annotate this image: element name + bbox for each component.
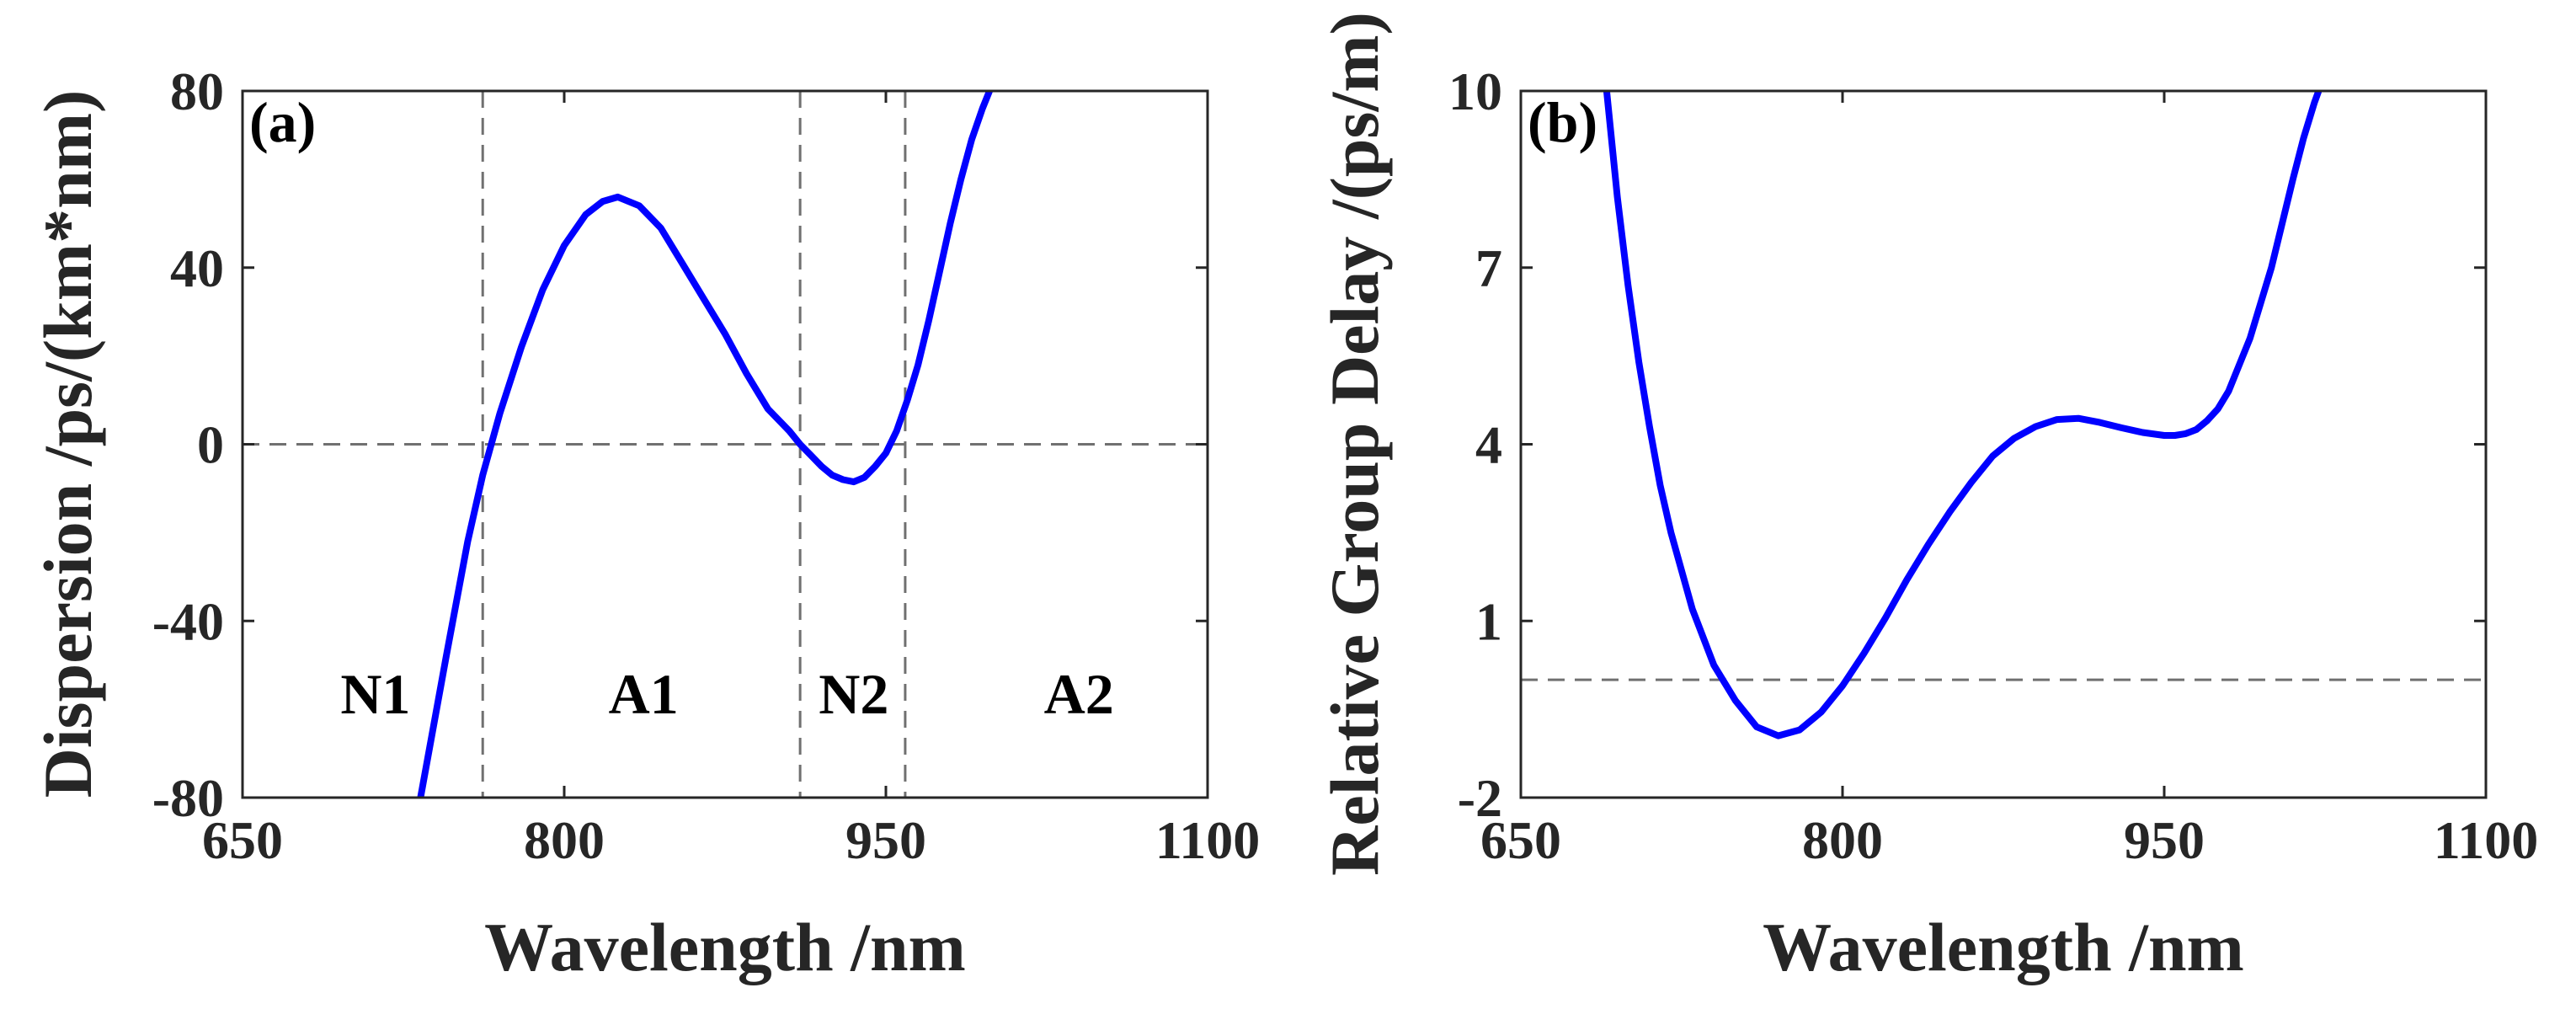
panel-b-tick-layer: 650 800 950 1100 -2 1 4 7 10	[1448, 61, 2538, 870]
panel-b-y-axis-label: Relative Group Delay /(ps/m)	[1316, 12, 1393, 876]
panel-a-data-layer	[243, 91, 1208, 798]
panel-b-series-line-0	[1603, 91, 2323, 739]
panel-a-y-axis-label: Dispersion /ps/(km*nm)	[29, 90, 106, 798]
panel-b-y-tick-label-10: 10	[1448, 61, 1502, 121]
panel-a-annotation-layer: N1 A1 N2 A2	[340, 662, 1113, 726]
panel-a-x-axis-label: Wavelength /nm	[484, 909, 966, 985]
panel-a-y-tick-label-80: 80	[170, 61, 224, 121]
panel-b-y-tick-label-1: 1	[1475, 591, 1502, 651]
panel-b-x-tick-label-650: 650	[1480, 810, 1561, 870]
panel-a-region-label-a2: A2	[1044, 662, 1114, 726]
panel-a-x-tick-label-650: 650	[202, 810, 283, 870]
panel-a-region-label-n1: N1	[340, 662, 410, 726]
panel-a-x-tick-label-800: 800	[524, 810, 605, 870]
panel-a-x-tick-label-950: 950	[845, 810, 926, 870]
panel-a-x-tick-label-1100: 1100	[1155, 810, 1260, 870]
panel-b-y-tick-label-4: 4	[1475, 415, 1502, 475]
panel-b-x-axis-label: Wavelength /nm	[1763, 909, 2244, 985]
panel-a-y-tick-label-0: 0	[197, 415, 224, 475]
panel-b: 650 800 950 1100 -2 1 4 7 10 Wavelength /nm Rela…	[1316, 12, 2538, 985]
panel-a-series-line-0	[417, 91, 994, 798]
panel-a-y-tick-label--40: -40	[152, 591, 224, 651]
panel-b-y-tick-label-7: 7	[1475, 238, 1502, 298]
panel-b-y-tick-label--2: -2	[1458, 768, 1502, 828]
panel-a-region-label-n2: N2	[819, 662, 888, 726]
panel-b-data-layer	[1521, 91, 2486, 739]
panel-b-x-tick-label-800: 800	[1802, 810, 1883, 870]
panel-b-x-tick-label-1100: 1100	[2434, 810, 2538, 870]
panel-a-region-label-a1: A1	[609, 662, 679, 726]
panel-a-y-tick-label--80: -80	[152, 768, 224, 828]
panel-a: N1 A1 N2 A2 650 800 950 1100 -80 -40 0 40 80 Wavele…	[29, 61, 1260, 985]
panel-a-tick-layer: 650 800 950 1100 -80 -40 0 40 80	[152, 61, 1261, 870]
panel-b-x-tick-label-950: 950	[2124, 810, 2205, 870]
panel-a-label: (a)	[249, 90, 316, 154]
panel-b-label: (b)	[1528, 90, 1597, 154]
panel-a-y-tick-label-40: 40	[170, 238, 224, 298]
